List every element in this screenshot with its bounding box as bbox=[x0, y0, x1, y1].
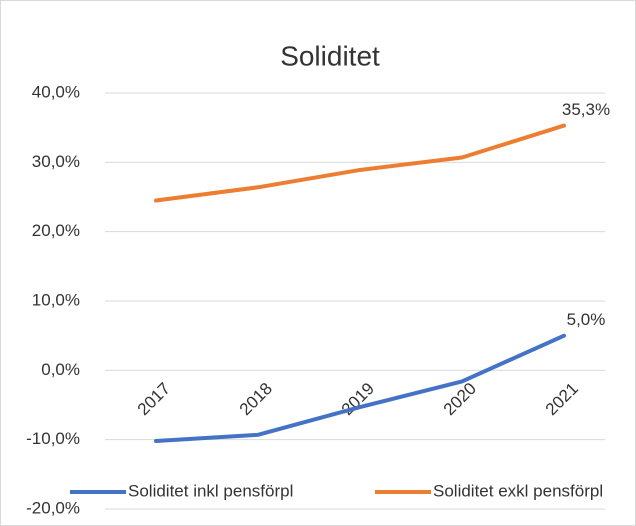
series-line bbox=[154, 333, 566, 444]
y-tick-label: 40,0% bbox=[32, 82, 80, 101]
data-label: 5,0% bbox=[567, 310, 606, 329]
legend-label: Soliditet exkl pensförpl bbox=[433, 481, 603, 500]
y-tick-label: 0,0% bbox=[41, 360, 80, 379]
y-tick-label: 20,0% bbox=[32, 221, 80, 240]
y-tick-label: -20,0% bbox=[26, 498, 80, 517]
legend-label: Soliditet inkl pensförpl bbox=[128, 481, 293, 500]
y-tick-label: 10,0% bbox=[32, 290, 80, 309]
series-line bbox=[154, 123, 566, 203]
chart-title: Soliditet bbox=[280, 40, 380, 71]
y-tick-label: -10,0% bbox=[26, 429, 80, 448]
y-tick-label: 30,0% bbox=[32, 152, 80, 171]
data-label: 35,3% bbox=[562, 100, 610, 119]
